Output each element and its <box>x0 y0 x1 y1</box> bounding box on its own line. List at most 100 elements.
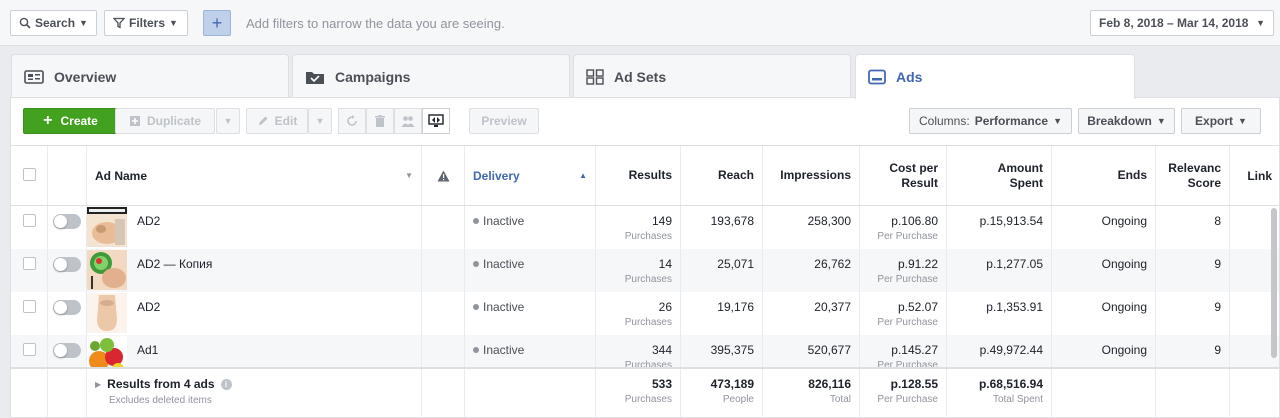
tab-ads-label: Ads <box>896 69 923 85</box>
tab-overview[interactable]: Overview <box>11 54 289 98</box>
impressions-value: 258,300 <box>807 214 851 228</box>
row-warning-cell <box>422 292 465 335</box>
warning-icon <box>437 170 449 181</box>
info-icon[interactable]: i <box>220 378 232 390</box>
refresh-button[interactable] <box>338 108 366 134</box>
col-cost-per-result[interactable]: Cost per Result <box>860 146 947 205</box>
ad-thumbnail[interactable] <box>87 250 127 290</box>
columns-dropdown[interactable]: Columns: Performance ▼ <box>909 108 1072 134</box>
totals-spacer <box>422 369 465 417</box>
row-checkbox[interactable] <box>23 257 36 270</box>
grid-icon <box>586 68 604 85</box>
totals-reach: 473,189 People <box>681 369 763 417</box>
cost-cell: p.52.07 Per Purchase <box>860 292 947 335</box>
totals-label: Results from 4 ads <box>107 377 215 391</box>
ad-on-off-toggle[interactable] <box>53 300 81 315</box>
totals-spacer <box>48 369 87 417</box>
impressions-value: 520,677 <box>807 343 851 357</box>
breakdown-dropdown[interactable]: Breakdown ▼ <box>1078 108 1175 134</box>
edit-dropdown[interactable]: ▼ <box>308 108 332 134</box>
row-checkbox[interactable] <box>23 300 36 313</box>
col-ends-label: Ends <box>1117 168 1147 182</box>
totals-spacer <box>11 369 48 417</box>
ends-cell: Ongoing <box>1052 292 1156 335</box>
delivery-cell: Inactive <box>465 335 596 378</box>
relevance-cell: 9 <box>1156 249 1230 292</box>
tab-ads[interactable]: Ads <box>855 54 1135 99</box>
duplicate-label: Duplicate <box>146 114 201 128</box>
table-row[interactable]: AD2 Inactive 149 Purchases 193,678 258,30… <box>11 206 1279 249</box>
col-ends[interactable]: Ends <box>1052 146 1156 205</box>
totals-spent-sub: Total Spent <box>992 394 1043 405</box>
ads-panel: + Create Duplicate ▼ Edit ▼ Preview Colu <box>10 97 1280 418</box>
vertical-scrollbar[interactable] <box>1269 208 1279 358</box>
create-button[interactable]: + Create <box>23 108 118 134</box>
tab-overview-label: Overview <box>54 68 117 85</box>
ad-on-off-toggle[interactable] <box>53 214 81 229</box>
col-amount-spent[interactable]: Amount Spent <box>947 146 1052 205</box>
compare-button[interactable] <box>422 108 450 134</box>
col-impressions[interactable]: Impressions <box>763 146 860 205</box>
col-warning <box>422 146 465 205</box>
sort-down-icon: ▼ <box>405 171 413 180</box>
search-label: Search <box>35 16 76 30</box>
totals-reach-value: 473,189 <box>710 377 754 391</box>
select-all-checkbox[interactable] <box>23 168 36 181</box>
duplicate-button[interactable]: Duplicate <box>115 108 215 134</box>
ad-name-link[interactable]: Ad1 <box>137 343 159 357</box>
ad-thumbnail[interactable] <box>87 207 127 247</box>
status-dot-icon <box>473 218 479 224</box>
add-filter-button[interactable]: + <box>203 10 231 36</box>
toggle-column-header <box>48 146 87 205</box>
col-relevance-score[interactable]: Relevanc Score <box>1156 146 1230 205</box>
date-range-picker[interactable]: Feb 8, 2018 – Mar 14, 2018 ▼ <box>1090 10 1274 36</box>
col-relevance-label-1: Relevanc <box>1168 160 1221 175</box>
delete-button[interactable] <box>366 108 394 134</box>
table-row[interactable]: AD2 — Копия Inactive 14 Purchases 25,071 … <box>11 249 1279 292</box>
ad-name-link[interactable]: AD2 <box>137 214 161 228</box>
duplicate-dropdown[interactable]: ▼ <box>216 108 240 134</box>
ends-cell: Ongoing <box>1052 206 1156 249</box>
tab-campaigns[interactable]: Campaigns <box>292 54 570 98</box>
impressions-value: 26,762 <box>814 257 851 271</box>
ad-name-link[interactable]: AD2 — Копия <box>137 257 213 271</box>
row-checkbox[interactable] <box>23 214 36 227</box>
tab-campaigns-label: Campaigns <box>335 68 411 85</box>
ad-on-off-toggle[interactable] <box>53 343 81 358</box>
cost-cell: p.91.22 Per Purchase <box>860 249 947 292</box>
col-reach[interactable]: Reach <box>681 146 763 205</box>
ad-icon <box>868 69 886 85</box>
refresh-icon <box>347 115 357 126</box>
tab-ad-sets[interactable]: Ad Sets <box>573 54 851 98</box>
cost-value: p.91.22 <box>897 257 938 271</box>
filters-label: Filters <box>129 16 166 30</box>
search-button[interactable]: Search ▼ <box>10 10 97 36</box>
relevance-value: 8 <box>1214 214 1221 228</box>
ad-name-link[interactable]: AD2 <box>137 300 161 314</box>
totals-spent: p.68,516.94 Total Spent <box>947 369 1052 417</box>
col-delivery[interactable]: Delivery ▲ <box>465 146 596 205</box>
compare-icon <box>428 114 444 127</box>
preview-button[interactable]: Preview <box>469 108 539 134</box>
audience-button[interactable] <box>394 108 422 134</box>
col-results[interactable]: Results <box>596 146 681 205</box>
ad-on-off-toggle[interactable] <box>53 257 81 272</box>
col-links[interactable]: Link <box>1230 146 1279 205</box>
edit-button[interactable]: Edit <box>246 108 308 134</box>
table-row[interactable]: AD2 Inactive 26 Purchases 19,176 20,377 p… <box>11 292 1279 335</box>
scrollbar-thumb[interactable] <box>1271 208 1277 358</box>
totals-spacer <box>1230 369 1279 417</box>
filter-hint: Add filters to narrow the data you are s… <box>246 16 505 31</box>
row-checkbox[interactable] <box>23 343 36 356</box>
ad-thumbnail[interactable] <box>87 293 127 333</box>
results-cell: 149 Purchases <box>596 206 681 249</box>
results-value: 149 <box>651 214 672 228</box>
totals-results: 533 Purchases <box>596 369 681 417</box>
filters-button[interactable]: Filters ▼ <box>104 10 188 36</box>
export-dropdown[interactable]: Export ▼ <box>1181 108 1261 134</box>
row-toggle-cell <box>48 249 87 292</box>
totals-impressions-sub: Total <box>829 394 851 405</box>
chevron-down-icon: ▼ <box>169 18 178 28</box>
col-ad-name[interactable]: Ad Name ▼ <box>87 146 422 205</box>
chevron-right-icon[interactable]: ▶ <box>95 379 102 389</box>
